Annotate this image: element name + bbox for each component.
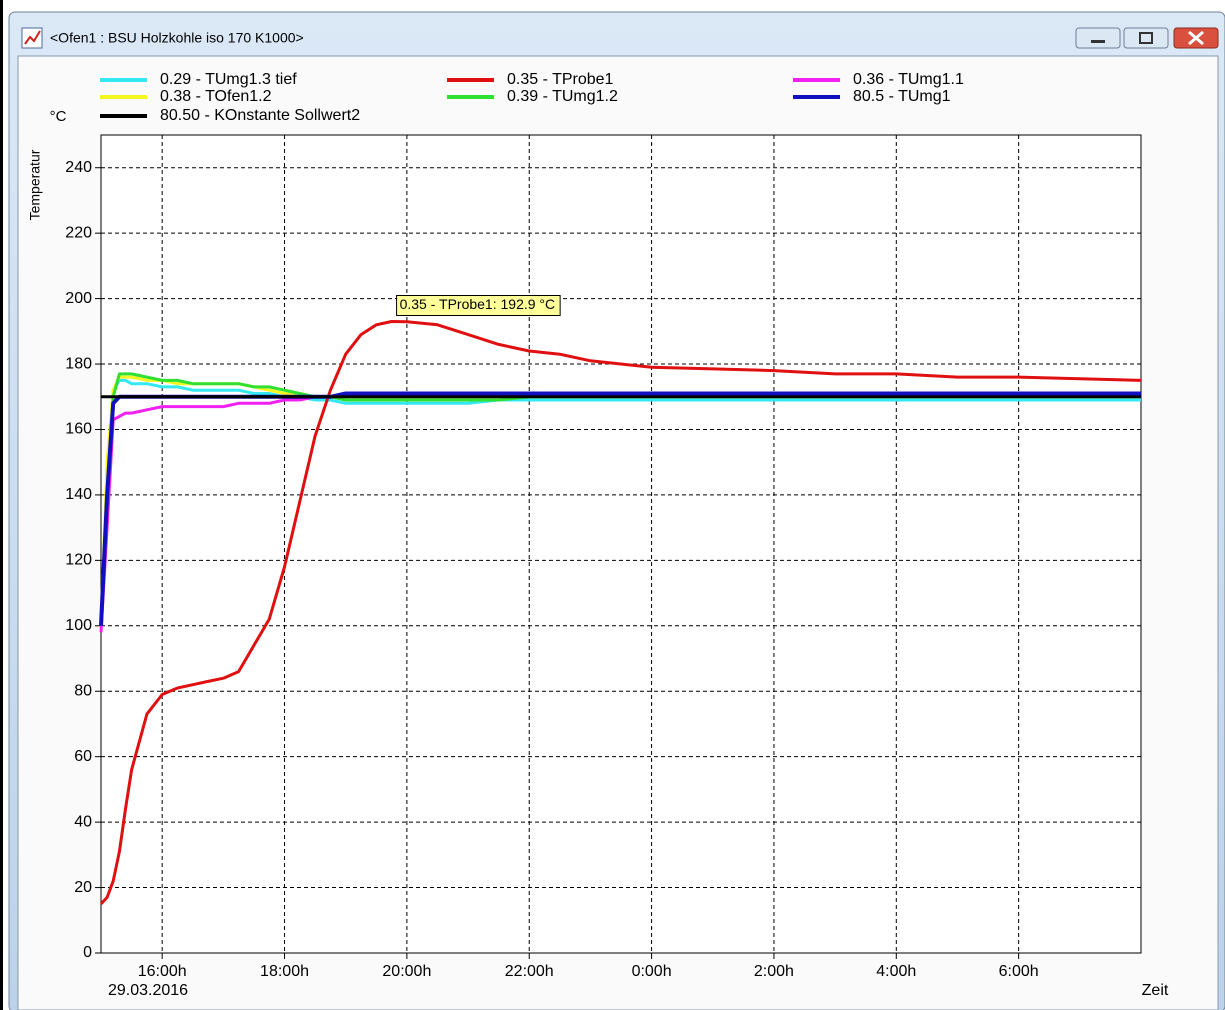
screen-edge [0,0,3,1010]
x-tick-label: 6:00h [999,963,1039,980]
series-line [99,378,1141,626]
legend-label: 0.36 - TUmg1.1 [853,71,964,88]
x-date-label: 29.03.2016 [108,982,188,999]
series-line [99,320,1142,905]
annotation: 0.35 - TProbe1: 192.9 °C [400,296,556,312]
legend-label: 0.39 - TUmg1.2 [507,88,618,105]
plot-area [100,134,1142,954]
y-tick-label: 140 [65,486,92,503]
restore-icon [1139,32,1153,44]
y-tick-label: 0 [83,944,92,961]
y-tick-label: 100 [65,617,92,634]
restore-button[interactable] [1123,27,1169,49]
legend-label: 80.50 - KOnstante Sollwert2 [160,107,360,124]
window-title: <Ofen1 : BSU Holzkohle iso 170 K1000> [50,30,304,46]
x-tick-label: 4:00h [876,963,916,980]
y-tick-label: 180 [65,355,92,372]
x-tick-label: 18:00h [260,963,309,980]
close-icon [1188,30,1204,46]
minimize-button[interactable] [1075,27,1121,49]
y-tick-label: 220 [65,224,92,241]
y-tick-label: 20 [74,879,92,896]
x-tick-label: 0:00h [632,963,672,980]
y-tick-label: 120 [65,552,92,569]
legend-label: 0.38 - TOfen1.2 [160,88,272,105]
x-axis-title: Zeit [1142,982,1169,999]
y-tick-label: 240 [65,159,92,176]
x-tick-label: 2:00h [754,963,794,980]
annotation-box [396,295,561,317]
x-tick-label: 16:00h [138,963,187,980]
y-tick-label: 40 [74,813,92,830]
legend-label: 0.29 - TUmg1.3 tief [160,71,297,88]
legend-label: 0.35 - TProbe1 [507,71,614,88]
y-axis-title: Temperatur [27,149,43,220]
y-tick-label: 160 [65,421,92,438]
y-tick-label: 60 [74,748,92,765]
y-unit: °C [50,108,67,125]
y-tick-label: 200 [65,290,92,307]
x-tick-label: 20:00h [382,963,431,980]
window-icon-graph [24,30,41,45]
y-tick-label: 80 [74,682,92,699]
minimize-icon [1091,40,1105,43]
x-tick-label: 22:00h [505,963,554,980]
legend-label: 80.5 - TUmg1 [853,88,951,105]
